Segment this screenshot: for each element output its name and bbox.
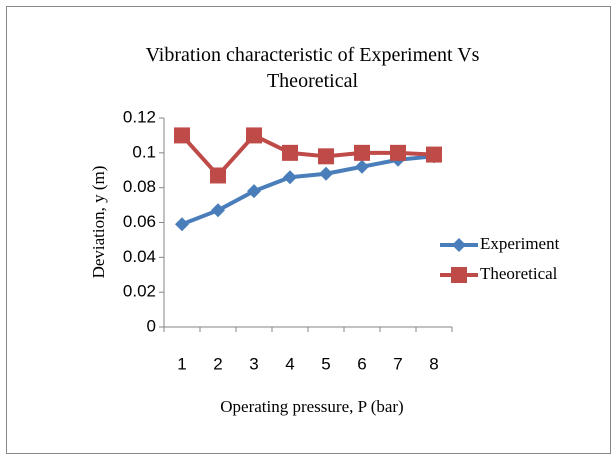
x-tick-label: 4 (285, 354, 294, 373)
series-line (181, 154, 435, 227)
x-tick-label: 6 (357, 354, 366, 373)
data-point (319, 166, 333, 181)
x-tick-label: 1 (177, 354, 186, 373)
data-point (247, 184, 261, 199)
y-tick-label: 0.04 (123, 247, 156, 266)
y-tick-label: 0.08 (123, 177, 156, 196)
data-point (354, 144, 370, 161)
y-tick-label: 0 (147, 316, 156, 335)
data-point (355, 159, 369, 174)
legend-label: Theoretical (480, 264, 558, 283)
x-tick-label: 8 (429, 354, 438, 373)
y-axis-title: Deviation, y (m) (89, 166, 108, 279)
data-point (283, 170, 297, 185)
chart-title: Vibration characteristic of Experiment V… (145, 44, 480, 92)
x-tick-label: 7 (393, 354, 402, 373)
data-point (246, 127, 262, 144)
data-point (282, 144, 298, 161)
data-point (210, 167, 226, 184)
y-tick-label: 0.06 (123, 212, 156, 231)
data-point (174, 127, 190, 144)
x-tick-label: 3 (249, 354, 258, 373)
data-point (426, 146, 442, 163)
data-point (211, 203, 225, 218)
legend-label: Experiment (480, 234, 560, 253)
y-tick-label: 0.02 (123, 282, 156, 301)
data-point (318, 148, 334, 165)
y-tick-label: 0.12 (123, 107, 156, 126)
data-point (175, 217, 189, 232)
x-axis-title: Operating pressure, P (bar) (220, 397, 403, 416)
legend-marker (452, 238, 466, 252)
legend-marker (451, 267, 467, 283)
y-tick-label: 0.1 (132, 142, 156, 161)
x-tick-label: 5 (321, 354, 330, 373)
x-tick-label: 2 (213, 354, 222, 373)
data-point (390, 144, 406, 161)
